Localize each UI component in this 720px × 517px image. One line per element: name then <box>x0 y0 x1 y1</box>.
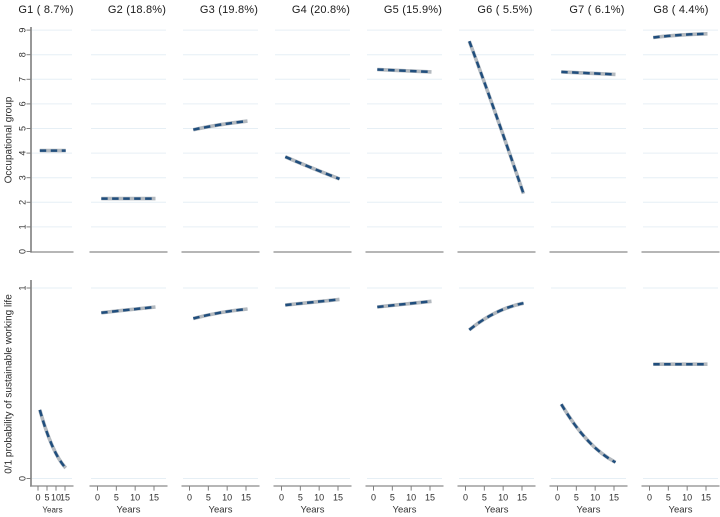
x-tick-label-g8-y15: 15 <box>701 493 711 503</box>
x-tick-label-g6-y0: 0 <box>463 493 468 503</box>
x-axis-title-g7: Years <box>577 505 601 516</box>
x-tick-label-g6-y15: 15 <box>517 493 527 503</box>
y-tick-label-row2-v0: 0 <box>18 476 28 481</box>
x-tick-label-g5-y10: 10 <box>406 493 416 503</box>
x-tick-label-g4-y15: 15 <box>333 493 343 503</box>
x-tick-label-g3-y5: 5 <box>206 493 211 503</box>
x-tick-label-g8-y5: 5 <box>666 493 671 503</box>
series-occupational_group-g7 <box>561 70 616 76</box>
x-axis-title-g2: Years <box>117 505 141 516</box>
x-tick-label-g2-y5: 5 <box>114 493 119 503</box>
x-tick-label-g8-y10: 10 <box>682 493 692 503</box>
series-occupational_group-g4 <box>284 155 340 181</box>
y-tick-label-row1-v9: 9 <box>18 28 28 33</box>
panel-header-g1: G1 ( 8.7%) <box>18 4 74 16</box>
x-tick-label-g7-y15: 15 <box>609 493 619 503</box>
panel-header-g5: G5 (15.9%) <box>383 4 443 16</box>
series-probability-g4 <box>285 298 340 307</box>
x-tick-label-g2-y0: 0 <box>95 493 100 503</box>
x-tick-label-g1-y0: 0 <box>35 493 40 503</box>
x-tick-label-g2-y10: 10 <box>130 493 140 503</box>
x-axis-title-g5: Years <box>393 505 417 516</box>
y-tick-label-row1-v2: 2 <box>18 200 28 205</box>
x-tick-label-g4-y0: 0 <box>279 493 284 503</box>
panel-header-g3: G3 (19.8%) <box>199 4 259 16</box>
x-tick-label-g6-y10: 10 <box>498 493 508 503</box>
x-tick-label-g3-y0: 0 <box>187 493 192 503</box>
x-tick-label-g7-y5: 5 <box>574 493 579 503</box>
series-probability-g5 <box>377 300 432 309</box>
series-occupational_group-g3 <box>193 119 248 131</box>
panel-header-g2: G2 (18.8%) <box>107 4 167 16</box>
x-tick-label-g3-y15: 15 <box>241 493 251 503</box>
y-tick-label-row2-v1: 1 <box>18 285 28 290</box>
y-tick-label-row1-v8: 8 <box>18 52 28 57</box>
panel-header-g7: G7 ( 6.1%) <box>569 4 625 16</box>
x-tick-label-g7-y0: 0 <box>555 493 560 503</box>
series-band-probability-g1 <box>38 409 68 470</box>
y-tick-label-row1-v6: 6 <box>18 101 28 106</box>
y-axis-title-occupational-group: Occupational group <box>3 96 15 184</box>
x-axis-title-g8: Years <box>669 505 693 516</box>
series-probability-g2 <box>101 305 156 315</box>
series-probability-g7 <box>560 403 617 464</box>
x-tick-label-g3-y10: 10 <box>222 493 232 503</box>
panel-header-g6: G6 ( 5.5%) <box>477 4 533 16</box>
x-tick-label-g6-y5: 5 <box>482 493 487 503</box>
series-occupational_group-g8 <box>653 32 708 39</box>
y-tick-label-row1-v1: 1 <box>18 224 28 229</box>
x-axis-title-g6: Years <box>485 505 509 516</box>
x-tick-label-g7-y10: 10 <box>590 493 600 503</box>
series-probability-g6 <box>468 301 524 331</box>
x-tick-label-g4-y10: 10 <box>314 493 324 503</box>
x-tick-label-g5-y15: 15 <box>425 493 435 503</box>
x-axis-title-g3: Years <box>209 505 233 516</box>
y-tick-label-row1-v7: 7 <box>18 77 28 82</box>
x-tick-label-g1-y15: 15 <box>60 493 70 503</box>
y-tick-label-row1-v5: 5 <box>18 126 28 131</box>
x-axis-title-g4: Years <box>301 505 325 516</box>
x-tick-label-g8-y0: 0 <box>647 493 652 503</box>
y-axis-title-probability: 0/1 probability of sustainable working l… <box>3 294 15 474</box>
panel-header-g4: G4 (20.8%) <box>291 4 351 16</box>
series-band-probability-g7 <box>559 403 617 464</box>
y-tick-label-row1-v4: 4 <box>18 151 28 156</box>
panel-header-g8: G8 ( 4.4%) <box>653 4 709 16</box>
x-tick-label-g1-y10: 10 <box>51 493 61 503</box>
series-occupational_group-g6 <box>468 40 525 195</box>
series-occupational_group-g5 <box>377 68 432 74</box>
series-band-probability-g6 <box>468 301 524 332</box>
x-tick-label-g4-y5: 5 <box>298 493 303 503</box>
x-tick-label-g5-y5: 5 <box>390 493 395 503</box>
series-probability-g1 <box>38 409 67 469</box>
x-axis-title-g1: Years <box>42 506 62 515</box>
y-tick-label-row1-v0: 0 <box>18 249 28 254</box>
x-tick-label-g2-y15: 15 <box>149 493 159 503</box>
x-tick-label-g1-y5: 5 <box>44 493 49 503</box>
x-tick-label-g5-y0: 0 <box>371 493 376 503</box>
series-probability-g3 <box>192 307 248 320</box>
y-tick-label-row1-v3: 3 <box>18 175 28 180</box>
